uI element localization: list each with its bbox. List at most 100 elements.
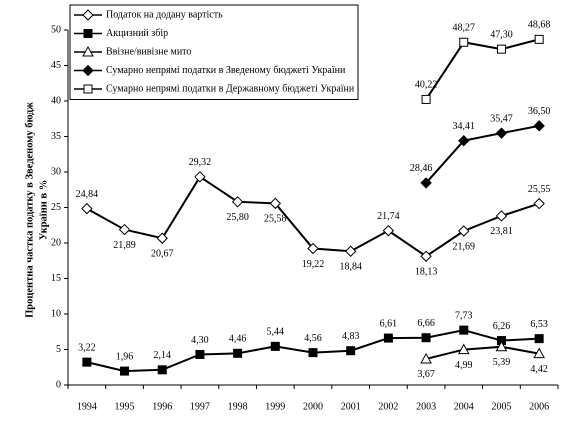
marker (420, 352, 432, 364)
marker (495, 127, 508, 139)
marker (194, 171, 206, 183)
data-label: 2,14 (153, 350, 171, 361)
marker (534, 34, 544, 44)
x-tick-label: 1998 (228, 401, 248, 412)
marker (420, 250, 432, 262)
marker (459, 325, 469, 335)
x-tick-label: 1994 (77, 401, 97, 412)
legend-label: Ввізне/вивізне мито (106, 46, 191, 57)
data-label: 25,58 (264, 214, 287, 225)
legend: Податок на додану вартість Акцизний збір В… (69, 4, 359, 100)
marker (383, 333, 393, 343)
marker (496, 44, 506, 54)
data-label: 3,22 (78, 342, 96, 353)
legend-label: Податок на додану вартість (106, 9, 223, 20)
marker (533, 197, 545, 210)
data-label: 48,68 (528, 20, 551, 31)
marker (458, 134, 470, 147)
y-tick-label: 40 (51, 95, 61, 106)
marker (420, 177, 432, 189)
marker (82, 64, 94, 77)
marker (83, 84, 93, 94)
y-tick-label: 30 (51, 166, 61, 177)
marker (459, 37, 469, 47)
series-line (425, 124, 540, 184)
marker (82, 9, 94, 21)
data-label: 4,83 (342, 331, 360, 342)
marker (495, 210, 508, 222)
data-label: 36,50 (528, 106, 551, 117)
marker (118, 223, 131, 236)
marker (308, 348, 318, 358)
x-tick-label: 2002 (378, 401, 398, 412)
marker (81, 202, 93, 215)
data-label: 4,42 (530, 364, 548, 375)
y-tick-label: 0 (56, 379, 61, 390)
data-label: 1,96 (116, 351, 134, 362)
series-line (425, 38, 540, 100)
data-label: 4,56 (304, 333, 322, 344)
data-label: 6,66 (417, 318, 435, 329)
x-tick-label: 1995 (115, 401, 135, 412)
data-label: 4,46 (229, 334, 247, 345)
x-tick-label: 1997 (190, 401, 210, 412)
marker (307, 242, 319, 255)
marker (533, 347, 546, 359)
data-label: 24,84 (76, 189, 99, 200)
marker (534, 334, 544, 344)
marker (233, 348, 243, 358)
x-tick-label: 1996 (152, 401, 172, 412)
marker (457, 343, 470, 355)
marker (382, 224, 395, 237)
x-tick-label: 2005 (491, 401, 511, 412)
marker (270, 341, 280, 351)
marker (82, 45, 94, 57)
data-label: 7,73 (455, 310, 473, 321)
marker (421, 94, 431, 104)
x-tick-label: 2004 (454, 401, 474, 412)
marker (156, 232, 168, 244)
data-label: 29,32 (189, 157, 212, 168)
marker (157, 365, 167, 375)
marker (495, 340, 508, 352)
marker (533, 120, 545, 132)
x-tick-label: 2001 (341, 401, 361, 412)
marker (82, 357, 92, 367)
legend-label: Сумарно непрямі податки в Державному бюд… (106, 83, 355, 94)
data-label: 18,84 (339, 262, 362, 273)
y-tick-label: 15 (51, 273, 61, 284)
data-label: 35,47 (490, 113, 513, 124)
data-label: 40,22 (415, 80, 438, 91)
marker (421, 333, 431, 343)
marker (346, 346, 356, 356)
data-label: 5,39 (493, 357, 511, 368)
data-label: 28,46 (410, 163, 433, 174)
data-label: 34,41 (453, 121, 476, 132)
marker (120, 366, 130, 376)
data-label: 20,67 (151, 249, 174, 260)
x-tick-label: 1999 (265, 401, 285, 412)
data-label: 25,55 (528, 184, 551, 195)
data-label: 47,30 (490, 29, 513, 40)
data-label: 6,53 (530, 319, 548, 330)
data-label: 23,81 (490, 226, 513, 237)
x-tick-label: 2003 (416, 401, 436, 412)
legend-box (69, 4, 359, 100)
data-label: 6,26 (493, 321, 511, 332)
data-label: 48,27 (453, 23, 476, 34)
x-tick-label: 2006 (529, 401, 549, 412)
x-tick-label: 2000 (303, 401, 323, 412)
data-label: 6,61 (380, 318, 398, 329)
legend-label: Акцизний збір (106, 28, 168, 39)
data-label: 5,44 (267, 327, 285, 338)
legend-label: Сумарно непрямі податки в Зведеному бюдж… (106, 65, 346, 76)
data-label: 4,99 (455, 360, 473, 371)
y-tick-label: 50 (51, 24, 61, 35)
y-tick-label: 25 (51, 202, 61, 213)
y-tick-label: 10 (51, 308, 61, 319)
marker (458, 225, 470, 237)
series-line (425, 345, 540, 360)
marker (269, 197, 282, 210)
y-axis-title: України в % (38, 180, 49, 240)
